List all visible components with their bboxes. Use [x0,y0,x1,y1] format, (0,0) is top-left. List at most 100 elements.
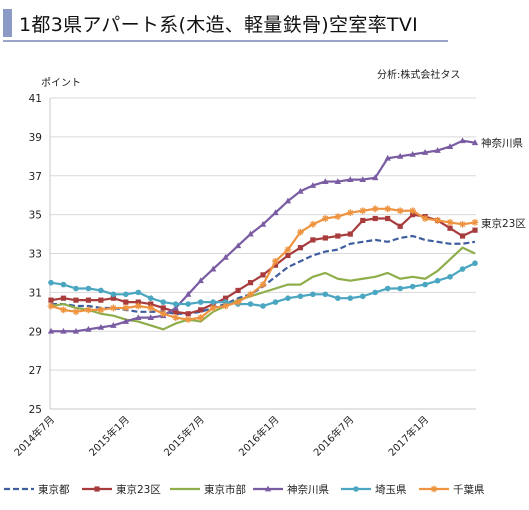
data-point [222,299,229,305]
data-point [247,301,254,307]
data-point [123,291,129,298]
legend-label: 東京23区 [116,483,161,496]
data-point [472,260,478,267]
series-6 [47,205,479,323]
x-tick-label: 2014年7月 [11,413,57,459]
series-lines [47,137,479,334]
legend-label: 東京市部 [204,483,246,496]
y-axis-tick-labels: 25 27 29 31 33 35 37 39 41 [29,93,42,416]
data-point [347,295,354,302]
data-point [122,304,130,312]
data-point [434,217,441,224]
series-line [50,246,476,331]
data-point [184,316,192,323]
data-point [60,281,67,288]
data-point [384,285,391,292]
x-tick-label: 2015年1月 [86,413,132,459]
data-point [371,205,379,213]
data-point [222,253,229,260]
data-point [159,310,167,318]
data-point [197,314,205,322]
data-point [259,281,267,288]
data-point [385,215,391,222]
data-point [135,289,142,296]
y-tick-label: 37 [29,171,42,183]
data-point [222,295,229,301]
data-point [347,176,354,183]
legend-item: 東京23区 [82,483,161,496]
data-point [322,178,329,184]
data-point [272,262,279,268]
data-point [447,274,453,280]
data-point [459,266,466,272]
data-point [234,242,242,249]
y-tick-label: 27 [29,365,42,377]
data-point [97,323,105,330]
y-tick-label: 29 [29,326,42,338]
data-point [197,277,204,284]
data-point [459,233,466,239]
data-point [247,280,254,286]
data-point [85,285,92,292]
legend-item: 埼玉県 [341,483,407,496]
data-point [73,285,79,292]
title-underline [3,40,448,42]
data-point [396,207,404,215]
data-point [135,314,142,321]
legend-marker [353,486,359,492]
data-point [410,212,416,218]
data-point [284,197,292,204]
data-point [72,308,80,316]
data-point [446,219,454,226]
data-point [434,277,441,284]
x-tick-label: 2015年7月 [161,413,207,459]
data-point [197,299,204,305]
y-tick-label: 39 [29,132,42,144]
data-point [297,293,304,300]
y-tick-label: 31 [29,287,42,299]
data-point [421,149,429,155]
data-point [48,297,54,303]
data-point [160,305,166,311]
data-point [459,220,466,228]
data-point [421,215,429,222]
y-tick-label: 33 [29,249,42,261]
data-point [359,176,366,183]
data-point [384,205,392,213]
data-point [148,301,154,307]
data-point [409,150,416,157]
legend-marker [94,486,100,492]
data-point [446,143,454,149]
y-tick-label: 41 [29,93,42,105]
chart-title: 1都3県アパート系(木造、軽量鉄骨)空室率TVI [19,14,419,36]
data-point [409,207,417,215]
legend-marker [264,485,272,492]
data-point [309,182,317,188]
data-point [172,304,179,311]
data-point [72,327,80,334]
data-point [471,219,479,226]
title-bar: 1都3県アパート系(木造、軽量鉄骨)空室率TVI [3,9,448,37]
data-point [147,314,154,321]
data-point [372,289,379,296]
data-point [222,302,229,310]
grid-lines [50,97,476,410]
data-point [335,233,341,239]
data-point [447,225,453,231]
data-point [85,297,92,303]
data-point [184,290,192,297]
data-point [372,215,378,222]
data-point [160,299,167,305]
data-point [397,285,403,292]
legend-label: 神奈川県 [287,483,329,496]
data-point [260,272,266,278]
data-point [85,306,92,314]
x-tick-label: 2016年1月 [236,413,282,459]
legend-marker [430,485,438,493]
data-point [47,302,55,310]
data-point [98,287,104,294]
data-point [372,174,379,181]
data-point [284,246,292,254]
data-point [247,230,254,237]
